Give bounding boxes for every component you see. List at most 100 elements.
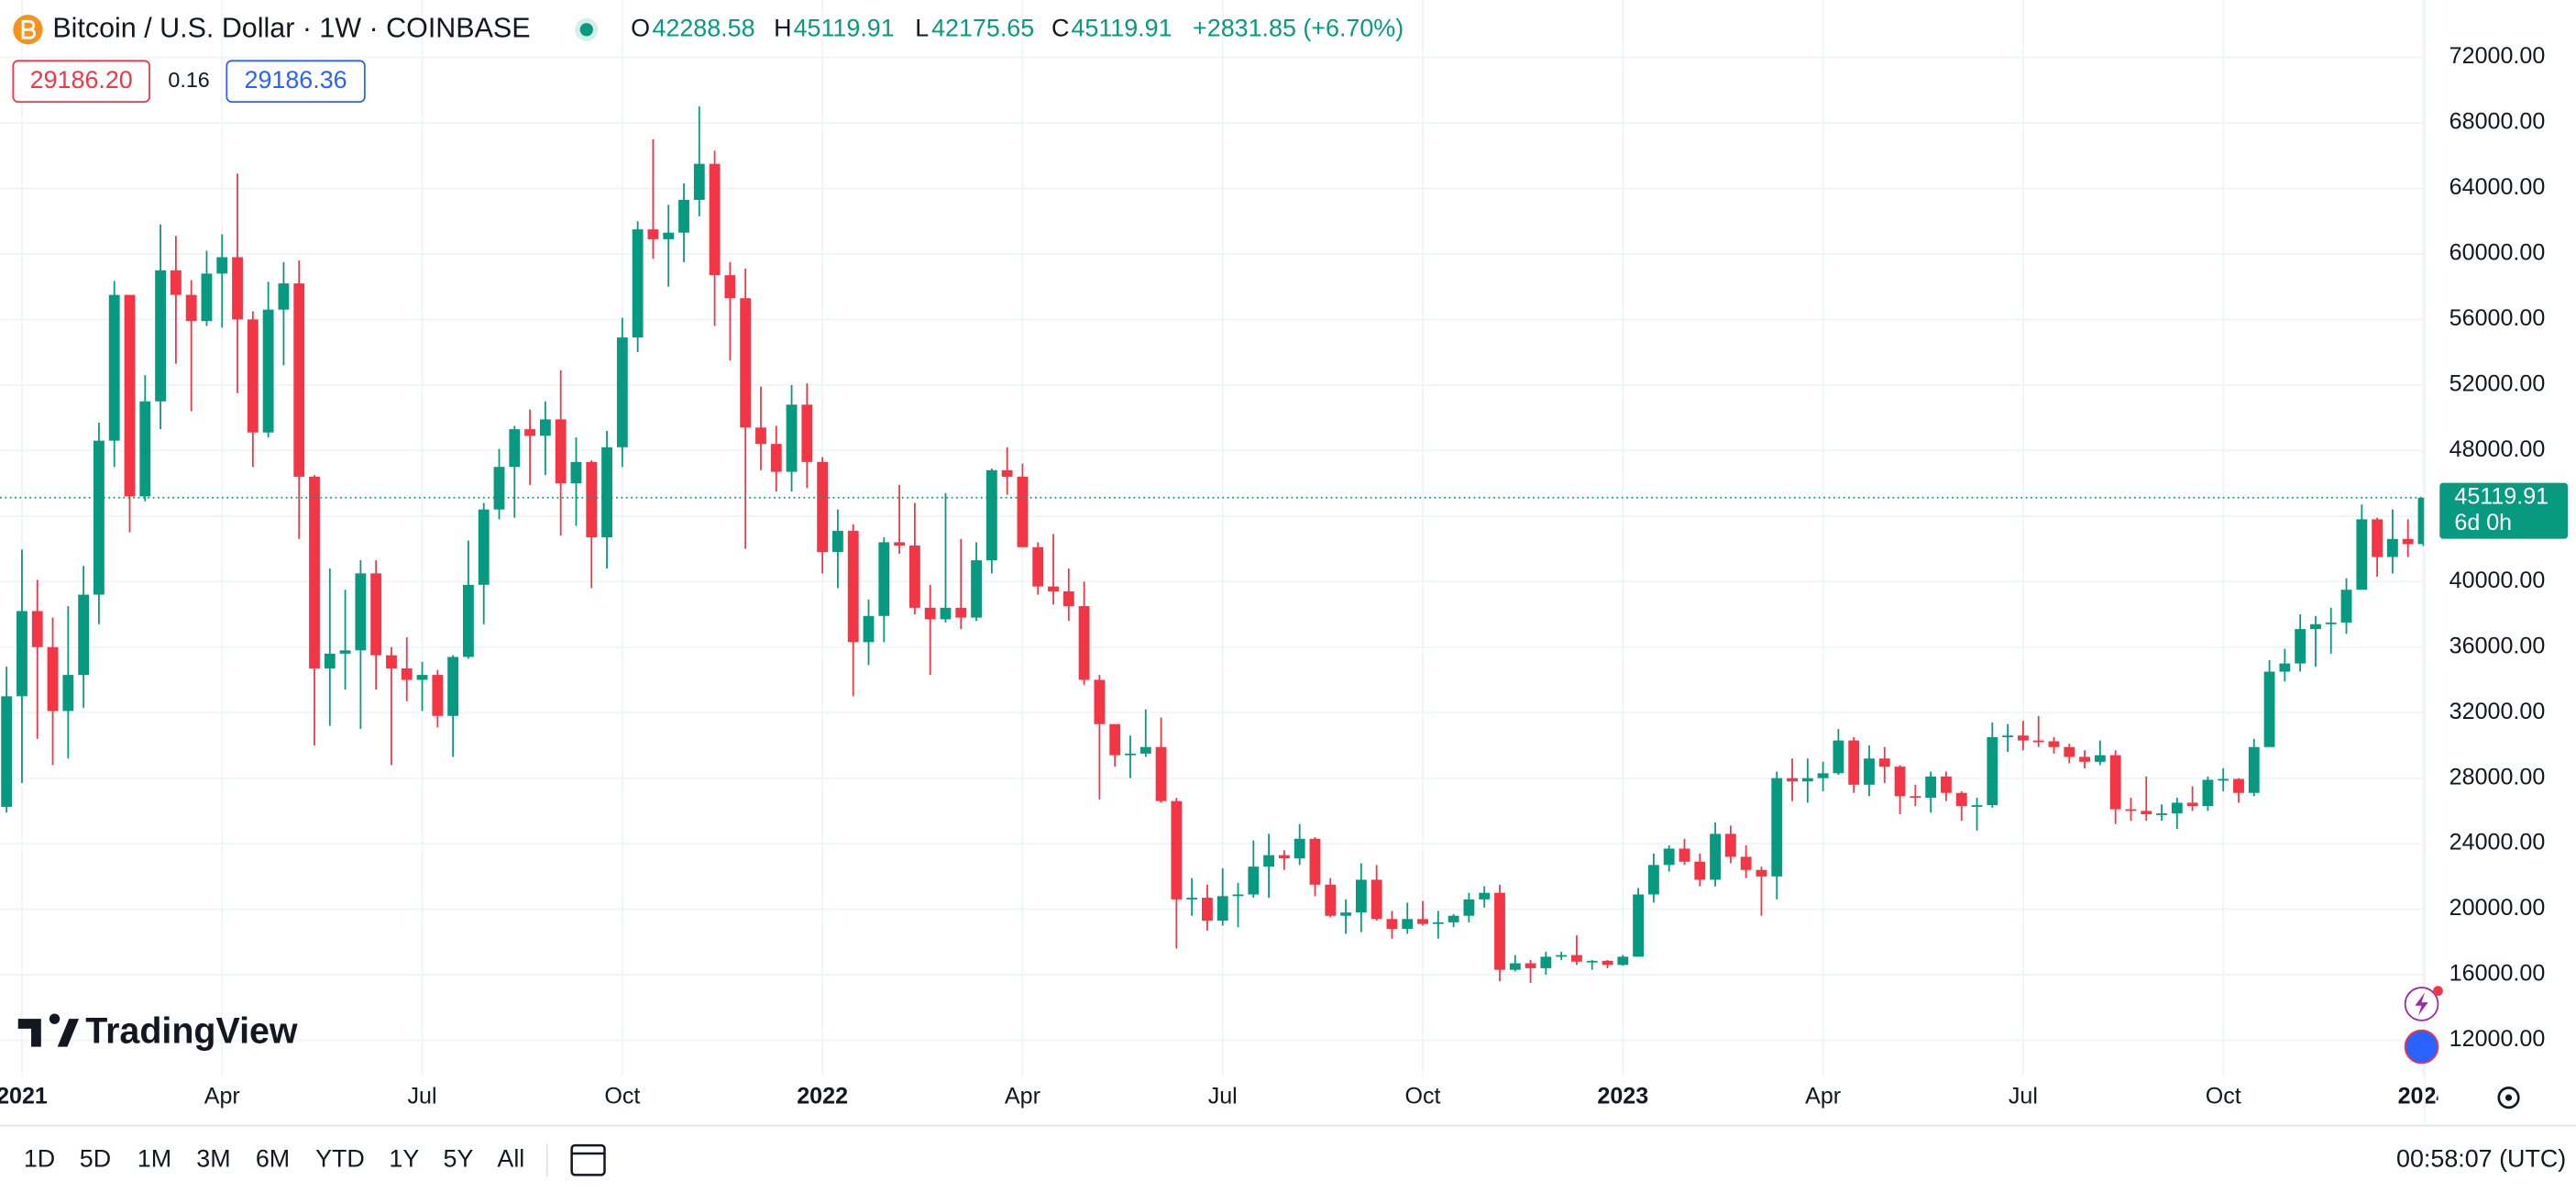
range-button[interactable]: 1D <box>24 1144 55 1172</box>
candle-body <box>1278 855 1290 859</box>
candle-body <box>2032 740 2044 743</box>
candle-body <box>2402 538 2414 545</box>
candle-body <box>278 283 290 310</box>
candle-body <box>386 655 397 668</box>
candle-body <box>1432 922 1444 924</box>
range-button[interactable]: 5Y <box>444 1144 474 1172</box>
range-button[interactable]: All <box>497 1144 524 1172</box>
candle-body <box>1386 919 1398 930</box>
candle-body <box>1186 898 1198 900</box>
ohlc-value: 45119.91 <box>794 14 895 41</box>
symbol-title[interactable]: Bitcoin / U.S. Dollar · 1W · COINBASE <box>52 12 530 43</box>
candle-body <box>985 469 997 561</box>
range-button[interactable]: 6M <box>256 1144 290 1172</box>
candle-body <box>2340 590 2352 623</box>
candle-body <box>1817 773 1829 778</box>
candle-body <box>31 611 43 647</box>
candle-body <box>2279 663 2291 672</box>
candle-body <box>770 444 782 472</box>
candle-body <box>1525 963 1536 968</box>
candle-body <box>2248 746 2260 793</box>
candle-body <box>2125 809 2137 811</box>
candle-body <box>2048 741 2060 747</box>
ohlc-label: C <box>1051 14 1069 41</box>
candle-body <box>1987 736 1998 806</box>
x-tick-label: Jul <box>1208 1084 1238 1109</box>
x-tick-label: 2024 <box>2398 1084 2449 1109</box>
candle-body <box>1125 753 1136 756</box>
candle-body <box>447 657 459 716</box>
y-tick-label: 36000.00 <box>2449 633 2546 658</box>
candle-body <box>1248 866 1260 895</box>
candle-body <box>1894 767 1906 797</box>
candle-body <box>185 294 197 322</box>
candle-body <box>847 530 859 643</box>
candle-body <box>740 298 752 428</box>
candle-body <box>1617 956 1629 966</box>
candle-body <box>1710 833 1721 880</box>
candle-body <box>1771 778 1783 877</box>
sell-button[interactable] <box>12 60 150 104</box>
y-tick-label: 24000.00 <box>2449 830 2546 855</box>
candle-body <box>2017 735 2029 741</box>
candle-body <box>693 163 705 200</box>
x-tick-label: Apr <box>1005 1084 1040 1109</box>
candle-body <box>309 476 320 668</box>
candle-body <box>971 560 982 618</box>
spread: 0.16 <box>168 68 209 92</box>
range-button[interactable]: 3M <box>196 1144 230 1172</box>
range-button[interactable]: 5D <box>80 1144 111 1172</box>
range-button[interactable]: 1Y <box>389 1144 419 1172</box>
candle-body <box>1724 833 1736 857</box>
candle-body <box>1402 919 1414 930</box>
candle-body <box>1202 898 1213 922</box>
candle-body <box>894 542 906 546</box>
candle-body <box>678 199 689 233</box>
candle-body <box>1602 960 1613 966</box>
x-tick-label: 2021 <box>0 1084 48 1109</box>
candle-body <box>2079 756 2090 762</box>
candle-body <box>2064 746 2075 757</box>
candle-body <box>2171 802 2183 814</box>
candle-body <box>124 294 136 497</box>
candle-body <box>1586 960 1598 963</box>
candle-body <box>2310 624 2321 630</box>
buy-price[interactable]: 29186.36 <box>245 66 347 94</box>
candle-body <box>509 429 521 468</box>
status-dot <box>579 23 593 37</box>
candle-body <box>2156 813 2167 815</box>
buy-button[interactable] <box>226 60 366 104</box>
y-tick-label: 28000.00 <box>2449 764 2546 789</box>
sell-price[interactable]: 29186.20 <box>30 66 133 94</box>
candle-body <box>1801 778 1813 782</box>
candle-body <box>1171 800 1183 900</box>
candle-body <box>2372 519 2383 557</box>
candle-body <box>1925 776 1937 799</box>
candle-body <box>647 229 659 239</box>
clock[interactable]: 00:58:07 (UTC) <box>2396 1144 2566 1172</box>
y-tick-label: 12000.00 <box>2449 1026 2546 1052</box>
candle-body <box>1479 892 1491 900</box>
candles <box>0 106 2426 983</box>
ohlc-label: H <box>774 14 791 41</box>
settings-icon[interactable] <box>2497 1087 2520 1109</box>
candle-body <box>1941 776 1952 793</box>
candle-body <box>108 294 120 441</box>
candle-body <box>432 675 444 716</box>
candle-body <box>2218 778 2229 781</box>
range-button[interactable]: YTD <box>315 1144 365 1172</box>
candle-body <box>170 270 182 295</box>
x-tick-label: Apr <box>204 1084 240 1109</box>
range-button[interactable]: 1M <box>138 1144 171 1172</box>
logo-mark <box>17 1013 80 1047</box>
candle-body <box>232 257 243 320</box>
time-axis: 2021 Apr Jul Oct 2022 Apr Jul Oct 2023 Apr Jul Oct 2… <box>0 1084 2449 1109</box>
candle-body <box>293 283 305 477</box>
icon[interactable] <box>2404 1029 2439 1065</box>
calendar-icon[interactable] <box>570 1143 606 1176</box>
candle-body <box>1355 879 1367 913</box>
candle-body <box>324 653 336 668</box>
candle-body <box>601 447 612 538</box>
ohlc-value: 42288.58 <box>652 14 754 41</box>
candle-body <box>1556 955 1568 957</box>
